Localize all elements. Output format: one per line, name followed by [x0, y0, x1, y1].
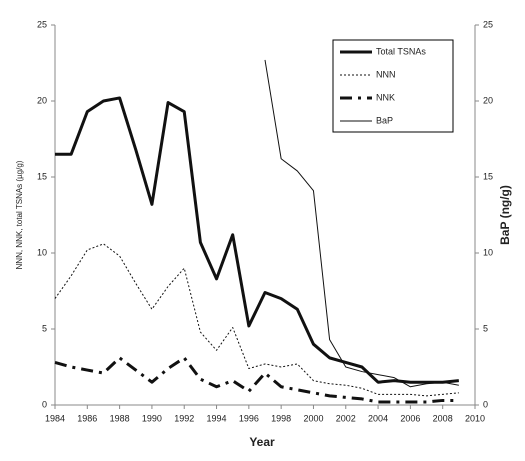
series-line	[55, 96, 459, 384]
y-tick-label: 0	[42, 399, 47, 409]
y-tick-label: 5	[42, 323, 47, 333]
x-tick-label: 1988	[110, 413, 130, 423]
y-axis-title: NNN, NNK, total TSNAs (µg/g)	[15, 160, 24, 269]
y2-tick-label: 15	[483, 171, 493, 181]
x-tick-label: 1992	[174, 413, 194, 423]
y-tick-label: 15	[37, 171, 47, 181]
y2-tick-label: 25	[483, 19, 493, 29]
series-line	[54, 356, 459, 404]
series-line	[54, 243, 459, 397]
legend-box	[332, 39, 454, 133]
x-tick-label: 2010	[465, 413, 485, 423]
x-tick-label: 1984	[45, 413, 65, 423]
legend-label: BaP	[376, 115, 393, 125]
x-axis-title: Year	[249, 435, 275, 449]
x-tick-label: 2000	[303, 413, 323, 423]
legend-label: NNN	[376, 69, 396, 79]
x-tick-label: 1996	[239, 413, 259, 423]
y2-axis-title: BaP (ng/g)	[498, 185, 512, 245]
x-tick-label: 2008	[433, 413, 453, 423]
legend-label: NNK	[376, 92, 395, 102]
y-tick-label: 20	[37, 95, 47, 105]
y2-tick-label: 5	[483, 323, 488, 333]
y2-tick-label: 20	[483, 95, 493, 105]
x-tick-label: 1986	[77, 413, 97, 423]
y-tick-label: 25	[37, 19, 47, 29]
x-tick-label: 1998	[271, 413, 291, 423]
y-tick-label: 10	[37, 247, 47, 257]
series-line	[264, 59, 459, 388]
x-tick-label: 1990	[142, 413, 162, 423]
y2-tick-label: 10	[483, 247, 493, 257]
x-tick-label: 2004	[368, 413, 388, 423]
x-tick-label: 2006	[400, 413, 420, 423]
y2-tick-label: 0	[483, 399, 488, 409]
x-tick-label: 1994	[207, 413, 227, 423]
x-tick-label: 2002	[336, 413, 356, 423]
legend-label: Total TSNAs	[376, 46, 426, 56]
